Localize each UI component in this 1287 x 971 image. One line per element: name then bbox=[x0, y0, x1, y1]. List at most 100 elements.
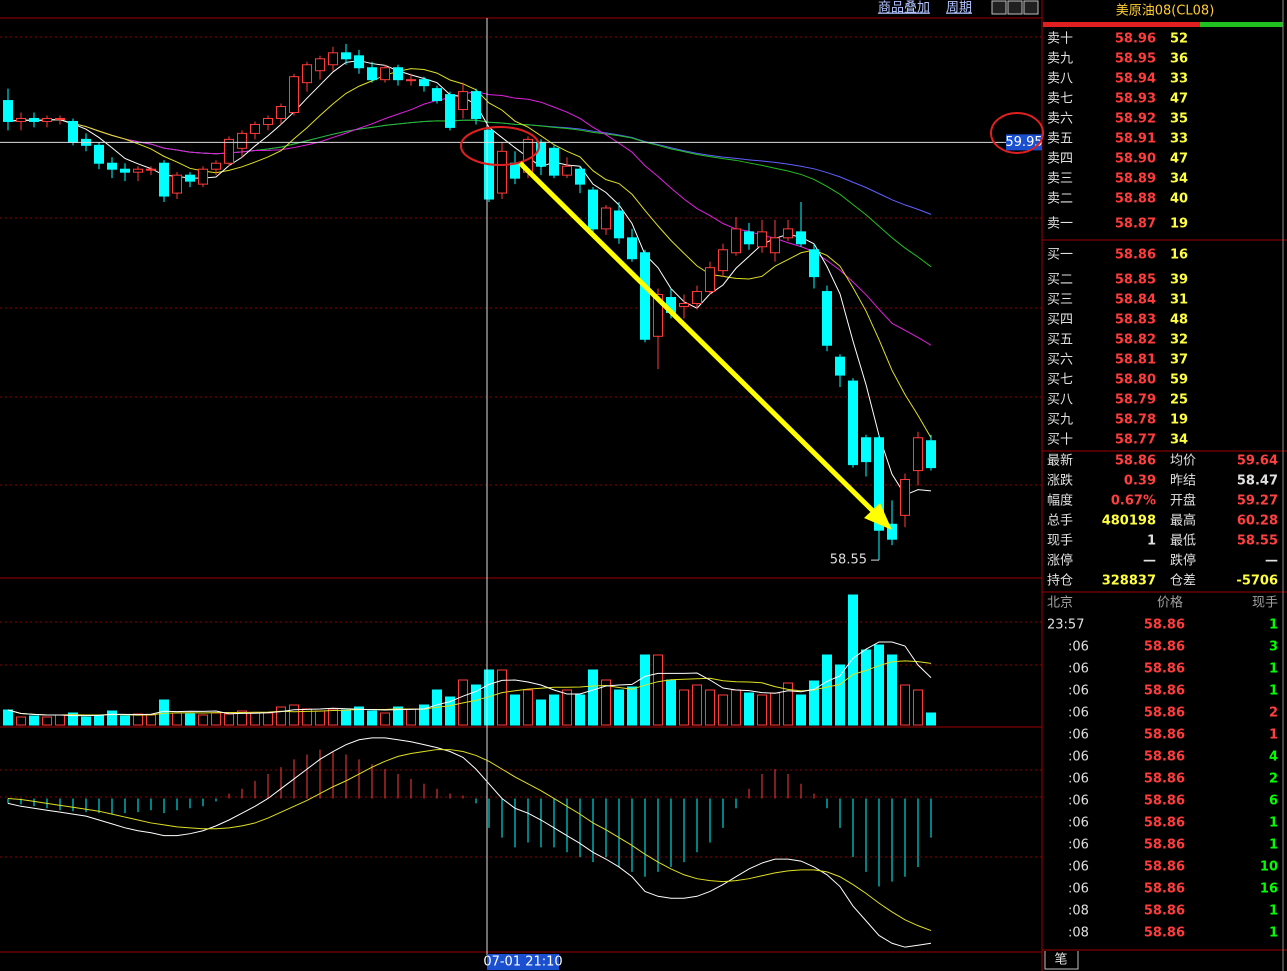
stat-value: 58.47 bbox=[1237, 474, 1278, 489]
volume-bar bbox=[835, 664, 845, 726]
candle-body bbox=[601, 207, 611, 230]
volume-bar bbox=[510, 694, 520, 726]
stat-value: -5706 bbox=[1236, 574, 1278, 589]
volume-bar bbox=[120, 715, 130, 726]
stat-value: 59.64 bbox=[1237, 454, 1278, 469]
volume-bar bbox=[328, 708, 338, 726]
book-label: 买九 bbox=[1047, 413, 1073, 428]
period-button[interactable]: 周期 bbox=[946, 1, 972, 16]
candle-body bbox=[198, 168, 208, 185]
volume-bar bbox=[289, 704, 299, 726]
candle-body bbox=[354, 55, 364, 69]
candle-body bbox=[328, 52, 338, 66]
volume-bar bbox=[471, 684, 481, 726]
tick-time: 23:57 bbox=[1047, 618, 1084, 633]
book-volume: 47 bbox=[1170, 92, 1188, 107]
book-label: 卖二 bbox=[1047, 192, 1073, 207]
volume-bar bbox=[666, 679, 676, 726]
book-label: 买二 bbox=[1047, 273, 1073, 288]
quote-header bbox=[1043, 0, 1287, 20]
volume-bar bbox=[81, 716, 91, 726]
book-volume: 37 bbox=[1170, 353, 1188, 368]
volume-bar bbox=[159, 699, 169, 726]
volume-bar bbox=[497, 669, 507, 726]
book-label: 买六 bbox=[1047, 353, 1073, 368]
tab[interactable] bbox=[1044, 951, 1079, 970]
tick-volume: 1 bbox=[1269, 618, 1278, 633]
tick-volume: 1 bbox=[1269, 838, 1278, 853]
tick-time: :06 bbox=[1068, 816, 1089, 831]
volume-bar bbox=[354, 706, 364, 726]
volume-bar bbox=[55, 714, 65, 726]
candle-body bbox=[731, 228, 741, 254]
book-price: 58.96 bbox=[1115, 32, 1156, 47]
candle-body bbox=[146, 168, 156, 171]
tick-volume: 1 bbox=[1269, 684, 1278, 699]
volume-bar bbox=[848, 594, 858, 726]
candle-body bbox=[809, 249, 819, 278]
book-volume: 48 bbox=[1170, 313, 1188, 328]
volume-bar bbox=[107, 710, 117, 726]
volume-bar bbox=[367, 710, 377, 726]
candle-body bbox=[458, 91, 468, 111]
volume-bar bbox=[341, 709, 351, 726]
crosshair-time-box bbox=[487, 954, 559, 970]
candle-body bbox=[159, 162, 169, 197]
volume-bar bbox=[640, 654, 650, 726]
volume-bar bbox=[627, 686, 637, 726]
candle-body bbox=[276, 106, 286, 119]
candle-body bbox=[406, 79, 416, 82]
candle-body bbox=[94, 144, 104, 164]
tick-time: :06 bbox=[1068, 882, 1089, 897]
candle-body bbox=[770, 237, 780, 254]
candle-body bbox=[172, 174, 182, 194]
tab-label[interactable]: 笔 bbox=[1054, 952, 1067, 968]
volume-bar bbox=[16, 716, 26, 726]
candle-body bbox=[510, 162, 520, 179]
tick-time: :06 bbox=[1068, 794, 1089, 809]
book-label: 卖六 bbox=[1047, 112, 1073, 127]
tick-price: 58.86 bbox=[1144, 728, 1185, 743]
stat-label: 均价 bbox=[1170, 454, 1196, 469]
nav-right[interactable] bbox=[1007, 0, 1023, 15]
ticks-header: 价格 bbox=[1157, 595, 1183, 611]
tick-price: 58.86 bbox=[1144, 662, 1185, 677]
tick-price: 58.86 bbox=[1144, 904, 1185, 919]
tick-time: :06 bbox=[1068, 662, 1089, 677]
book-label: 卖一 bbox=[1047, 217, 1073, 232]
book-price: 58.81 bbox=[1115, 353, 1156, 368]
grid bbox=[0, 36, 1042, 858]
book-price: 58.87 bbox=[1115, 217, 1156, 232]
book-volume: 47 bbox=[1170, 152, 1188, 167]
tick-time: :06 bbox=[1068, 860, 1089, 875]
book-price: 58.78 bbox=[1115, 413, 1156, 428]
ratio-bar-bid bbox=[1200, 22, 1283, 27]
book-price: 58.83 bbox=[1115, 313, 1156, 328]
stat-value: 58.55 bbox=[1237, 534, 1278, 549]
overlay-button[interactable]: 商品叠加 bbox=[878, 1, 930, 16]
ticks-header: 现手 bbox=[1252, 596, 1278, 611]
candle-body bbox=[341, 52, 351, 60]
book-price: 58.95 bbox=[1115, 52, 1156, 67]
tick-time: :06 bbox=[1068, 750, 1089, 765]
tick-time: :06 bbox=[1068, 728, 1089, 743]
nav-left[interactable] bbox=[991, 0, 1007, 15]
nav-zoom[interactable] bbox=[1023, 0, 1039, 15]
volume-bar bbox=[29, 715, 39, 726]
candle-body bbox=[926, 440, 936, 469]
tick-volume: 1 bbox=[1269, 662, 1278, 677]
volume-bar bbox=[731, 689, 741, 726]
book-volume: 25 bbox=[1170, 393, 1188, 408]
candle-body bbox=[497, 150, 507, 194]
book-volume: 19 bbox=[1170, 217, 1188, 232]
candle-body bbox=[562, 165, 572, 176]
tick-time: :06 bbox=[1068, 838, 1089, 853]
book-volume: 31 bbox=[1170, 293, 1188, 308]
stat-value: 59.27 bbox=[1237, 494, 1278, 509]
tick-price: 58.86 bbox=[1144, 860, 1185, 875]
volume-bar bbox=[146, 714, 156, 726]
tick-price: 58.86 bbox=[1144, 772, 1185, 787]
nav-buttons bbox=[991, 0, 1039, 15]
